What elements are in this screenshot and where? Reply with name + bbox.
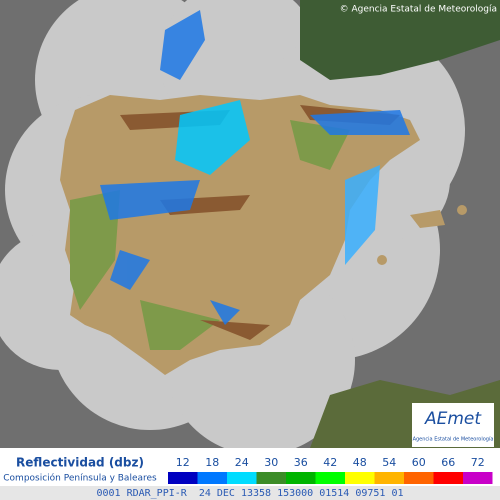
legend-title: Reflectividad (dbz) — [16, 456, 144, 470]
copyright: © Agencia Estatal de Meteorología — [340, 5, 497, 15]
legend-swatch — [433, 472, 463, 484]
legend-swatch — [227, 472, 257, 484]
logo-box — [412, 403, 494, 447]
balearic-islands — [377, 205, 467, 265]
legend-level: 60 — [412, 456, 426, 469]
france-land — [300, 0, 500, 80]
legend-subtitle: Composición Península y Baleares — [3, 473, 157, 484]
legend-level: 48 — [353, 456, 367, 469]
footer-code: 0001 RDAR_PPI-R 24 DEC 13358 153000 0151… — [96, 488, 403, 499]
legend-level: 66 — [441, 456, 455, 469]
legend-swatch — [168, 472, 198, 484]
legend-level: 36 — [294, 456, 308, 469]
legend-level: 42 — [323, 456, 337, 469]
footer-band — [0, 486, 500, 500]
legend-level: 12 — [176, 456, 190, 469]
legend-swatch — [315, 472, 345, 484]
legend-swatch — [374, 472, 404, 484]
logo-name: AEmet — [424, 409, 482, 429]
legend-swatch — [345, 472, 375, 484]
legend-swatch — [463, 472, 493, 484]
legend-swatch — [256, 472, 286, 484]
legend-level: 30 — [264, 456, 278, 469]
legend-swatch — [286, 472, 316, 484]
legend-level: 54 — [382, 456, 396, 469]
legend-swatch — [404, 472, 434, 484]
radar-echoes — [100, 10, 410, 325]
legend-level: 24 — [235, 456, 249, 469]
legend-swatch — [197, 472, 227, 484]
logo-subtitle: Agencia Estatal de Meteorología — [413, 436, 494, 443]
legend-level: 72 — [471, 456, 485, 469]
legend-level: 18 — [205, 456, 219, 469]
